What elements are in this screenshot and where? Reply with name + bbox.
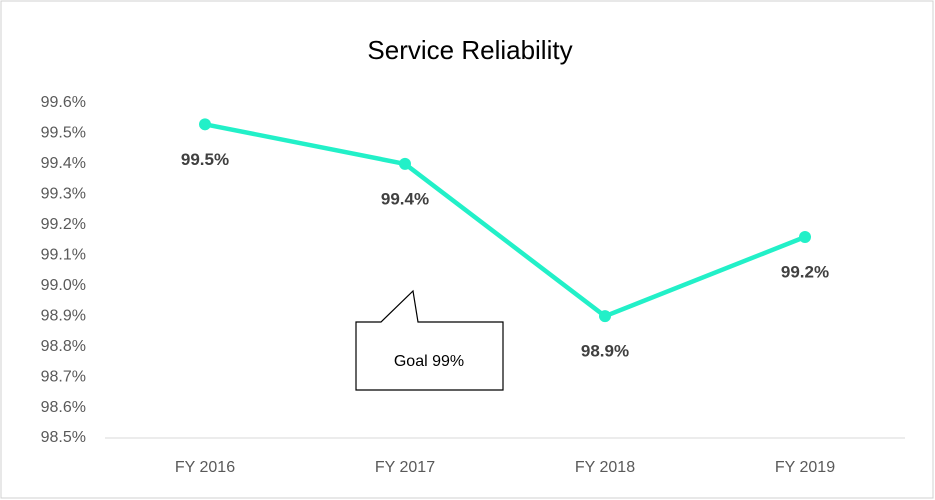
line (204, 122, 806, 319)
marker (599, 310, 611, 323)
y-tick-label: 99.1% (41, 246, 86, 263)
marker (799, 231, 811, 243)
y-tick-label: 98.6% (41, 399, 86, 416)
y-tick-label: 98.8% (41, 338, 86, 355)
x-tick-label: FY 2018 (575, 459, 635, 476)
y-tick-label: 99.2% (41, 216, 86, 233)
x-tick-label: FY 2019 (775, 459, 835, 476)
y-tick-label: 99.6% (41, 94, 86, 111)
y-tick-label: 99.3% (41, 186, 86, 203)
y-tick-label: 99.4% (41, 155, 86, 172)
data-label: 99.5% (181, 150, 229, 169)
y-tick-label: 98.7% (41, 368, 86, 385)
marker (399, 157, 411, 170)
callout (355, 289, 504, 391)
marker (199, 118, 211, 131)
x-tick-label: FY 2017 (375, 459, 435, 476)
chart-title: Service Reliability (367, 35, 572, 65)
y-tick-label: 99.0% (41, 277, 86, 294)
data-label: 99.4% (381, 189, 429, 208)
y-tick-label: 98.9% (41, 307, 86, 324)
data-label: 98.9% (581, 342, 629, 361)
annotation: Goal 99% (394, 353, 464, 370)
data-label: 99.2% (781, 262, 829, 281)
y-tick-label: 98.5% (41, 429, 86, 446)
x-tick-label: FY 2016 (175, 459, 235, 476)
y-tick-label: 99.5% (41, 125, 86, 142)
